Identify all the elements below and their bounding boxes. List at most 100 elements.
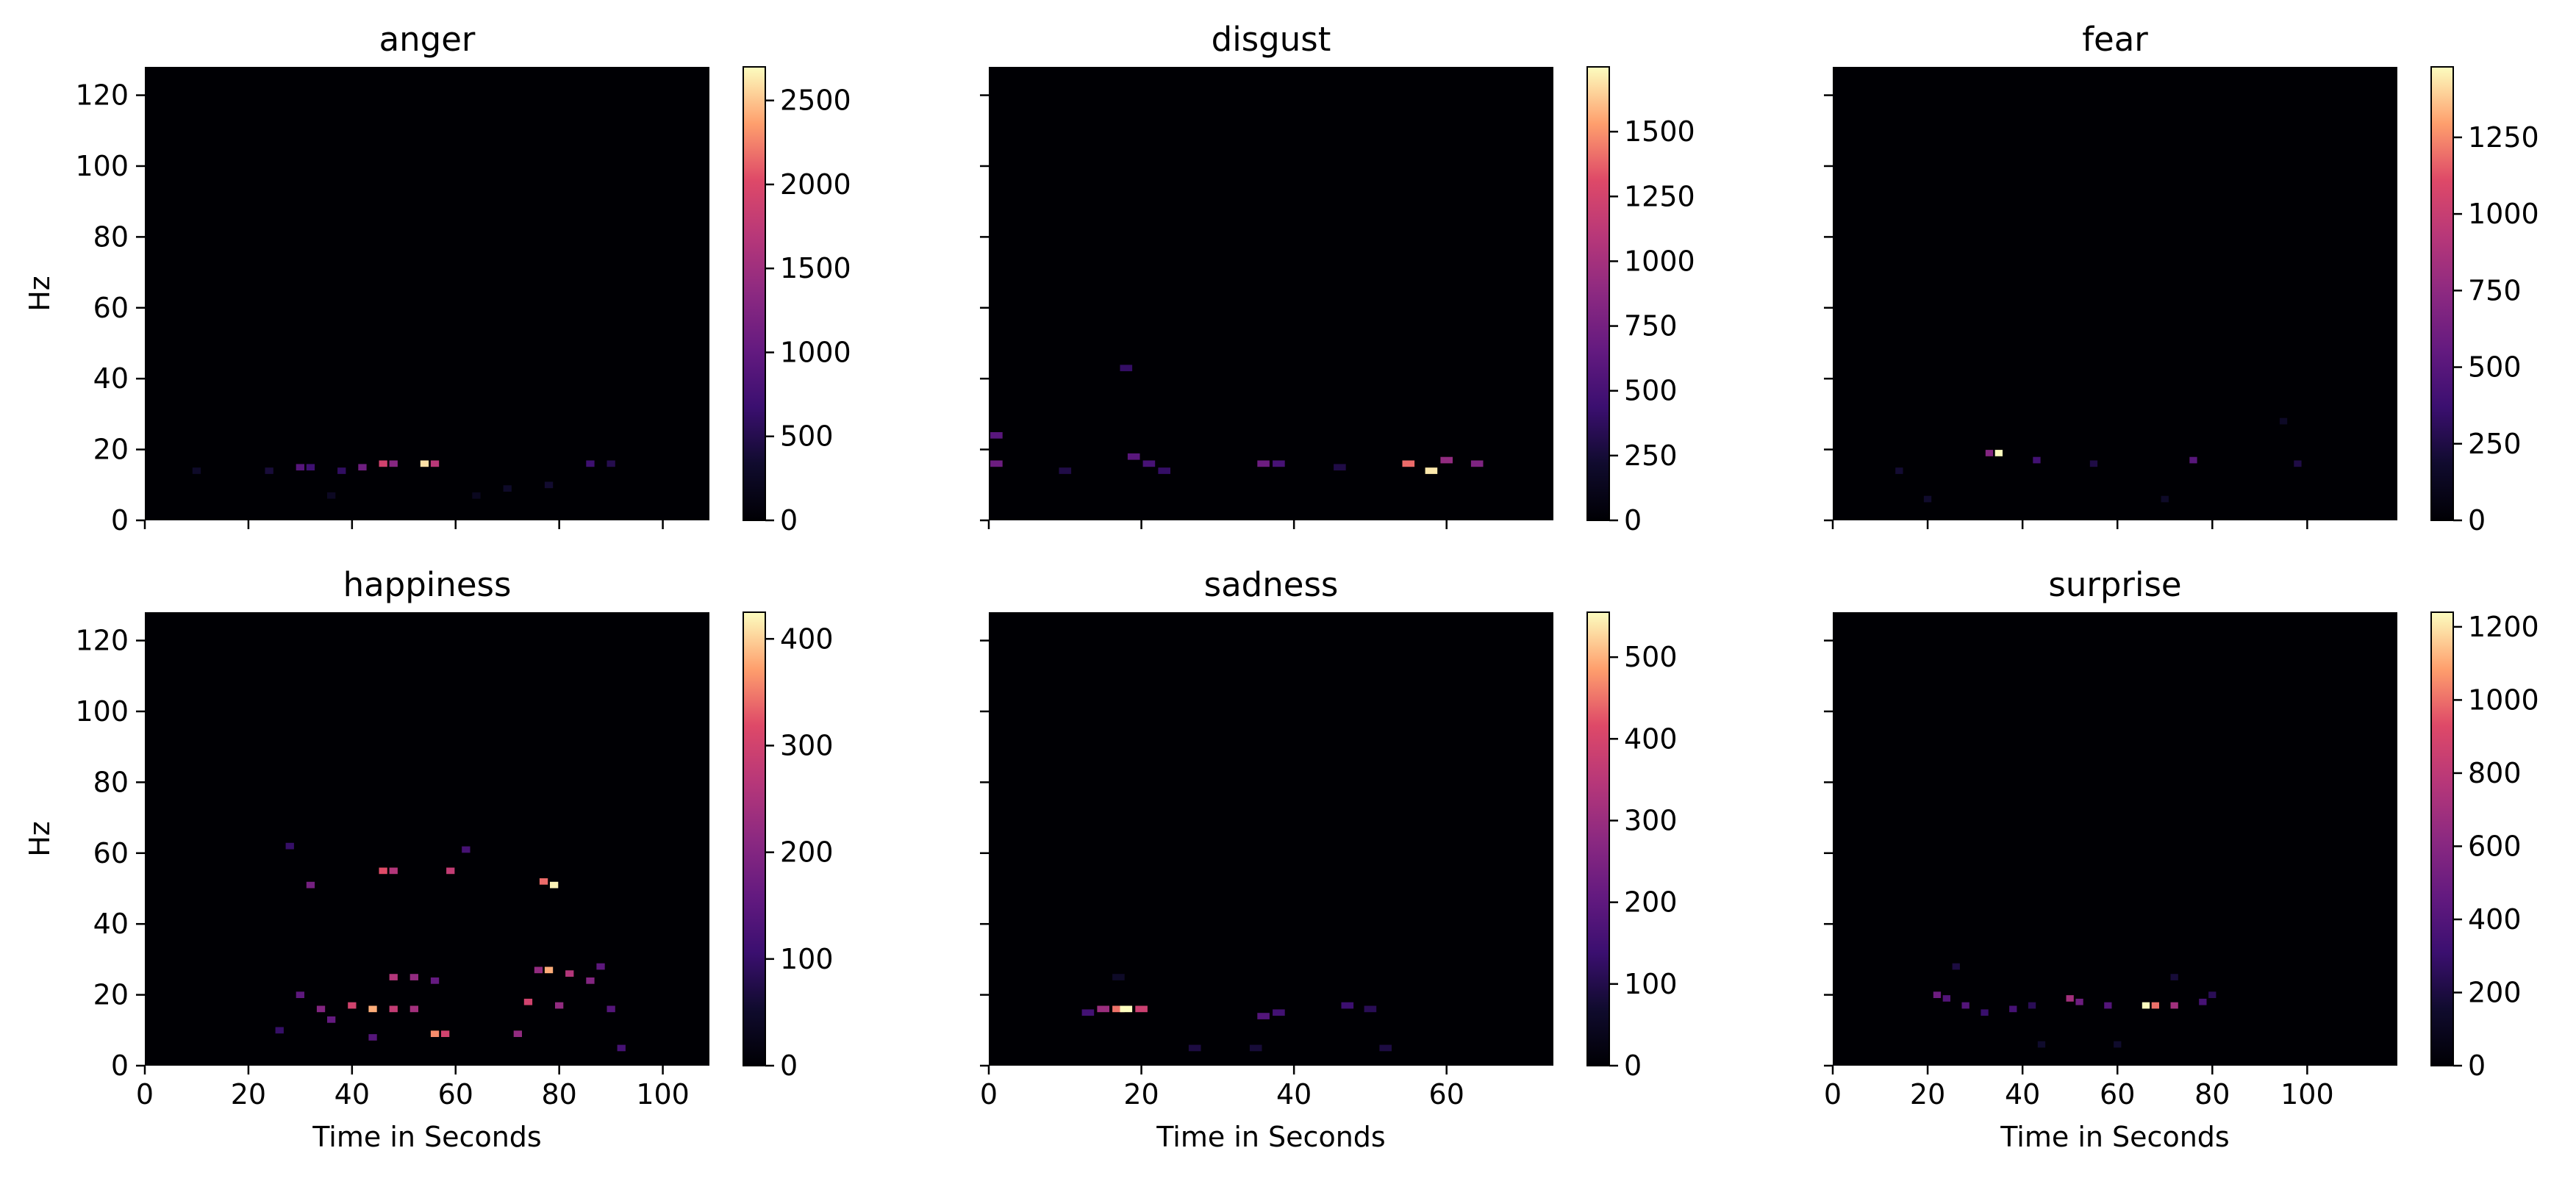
heatmap-cell [544,481,554,489]
heatmap-cell [1379,1044,1392,1052]
heatmap-cell [420,460,429,467]
colorbar-tick-label: 0 [2468,1050,2486,1082]
colorbar-tick-label: 200 [1624,886,1678,919]
heatmap-cell [389,460,398,467]
heatmap-cell [2009,1005,2017,1013]
heatmap-cell [389,974,398,980]
colorbar-tick-label: 1000 [1624,245,1695,277]
colorbar-tick-label: 1500 [780,252,851,284]
y-tick-label: 80 [93,220,129,253]
heatmap-cell [337,467,346,474]
x-tick-label: 80 [2194,1078,2230,1111]
heatmap-cell [1257,460,1270,467]
heatmap-cell [544,966,554,974]
heatmap-cell [430,1030,440,1037]
colorbar-tick-label: 200 [780,836,834,869]
colorbar [1586,611,1610,1066]
heatmap-cell [275,1027,284,1034]
x-tick-label: 100 [636,1078,690,1111]
panel-title: disgust [1212,20,1331,59]
x-tick-label: 40 [334,1078,370,1111]
heatmap-cell [555,1002,564,1009]
panel-anger: anger 0 20 40 60 80 100 120 Hz 0 500 1000 1500 2000 25… [24,20,851,537]
colorbar-tick-label: 400 [2468,903,2522,936]
heatmap-cell [1120,1005,1133,1013]
colorbar-tick-label: 1000 [2468,198,2539,230]
heatmap-cell [1142,460,1156,467]
heatmap-cell [1985,450,1994,456]
heatmap-cell [1334,464,1346,471]
colorbar-tick-label: 100 [1624,968,1678,1000]
heatmap-cell [348,1002,357,1009]
heatmap-cell [296,991,304,998]
x-tick-label: 20 [1910,1078,1945,1111]
colorbar [743,66,766,521]
heatmap-cell [1257,1013,1270,1019]
colorbar-tick-label: 1200 [2468,611,2539,643]
y-tick-label: 20 [93,434,129,466]
heatmap-cell [327,1016,336,1023]
colorbar-tick-label: 300 [780,729,834,761]
heatmap-cell [513,1030,522,1037]
x-tick-label: 20 [231,1078,266,1111]
heatmap-cell [2114,1041,2122,1048]
heatmap-cell [1425,467,1438,474]
heatmap-cell [1961,1002,1969,1009]
heatmap-cell [1081,1009,1095,1016]
x-tick-label: 80 [541,1078,576,1111]
heatmap-cell [1952,963,1960,970]
heatmap-cell [607,1005,615,1013]
heatmap-cell [1273,1009,1285,1016]
colorbar-tick-label: 500 [2468,351,2522,384]
heatmap-cell [503,485,512,492]
heatmap-cell [1923,495,1932,503]
colorbar-tick-label: 400 [780,623,834,655]
heatmap-cell [523,998,533,1005]
heatmap-cell [1127,453,1140,460]
heatmap-cell [596,963,605,970]
colorbar-tick-label: 250 [2468,428,2522,460]
y-tick-label: 40 [93,908,129,940]
heatmap-cell [2170,1002,2178,1009]
heatmap-cell [1059,467,1072,474]
heatmap-cell [565,970,574,977]
colorbar-tick-label: 2000 [780,168,851,201]
x-tick-label: 40 [1276,1078,1312,1111]
panel-title: happiness [343,565,512,604]
heatmap-cell [2066,995,2074,1002]
heatmap-cell [306,464,315,471]
x-tick-label: 60 [2100,1078,2135,1111]
heatmap-cell [2104,1002,2112,1009]
x-tick-label: 40 [2005,1078,2040,1111]
heatmap-cell [306,881,315,889]
colorbar-tick-label: 750 [1624,310,1678,342]
x-axis-label: Time in Seconds [312,1121,541,1153]
heatmap-cell [2161,495,2169,503]
y-tick-label: 120 [75,79,129,112]
colorbar-tick-label: 500 [1624,375,1678,407]
heatmap-cell [1364,1005,1377,1013]
panel-happiness: happiness 0 20 40 60 80 100 120 0 20 40 60 80 100 Hz Ti… [24,565,834,1153]
heatmap-cell [368,1005,377,1013]
heatmap-cell [1981,1009,1989,1016]
heatmap-cell [192,467,201,474]
x-tick-label: 60 [438,1078,473,1111]
y-tick-label: 80 [93,766,129,798]
colorbar-tick-label: 400 [1624,722,1678,755]
colorbar [1586,66,1610,521]
heatmap-cell [430,460,440,467]
colorbar-tick-label: 1500 [1624,115,1695,148]
panel-surprise: surprise 0 20 40 60 80 100 Time in Seconds 0 200 4… [1824,565,2539,1153]
heatmap-cell [2028,1002,2036,1009]
heatmap-cell [586,977,595,984]
x-tick-label: 0 [980,1078,998,1111]
panel-title: fear [2082,20,2148,59]
heatmap-cell [379,867,387,875]
heatmap-cell [368,1034,377,1041]
y-tick-label: 100 [75,695,129,728]
heatmap-cell [550,881,559,889]
colorbar-tick-label: 750 [2468,274,2522,306]
colorbar-tick-label: 200 [2468,976,2522,1008]
plot-area [1833,67,2397,520]
heatmap-cell [539,878,548,885]
